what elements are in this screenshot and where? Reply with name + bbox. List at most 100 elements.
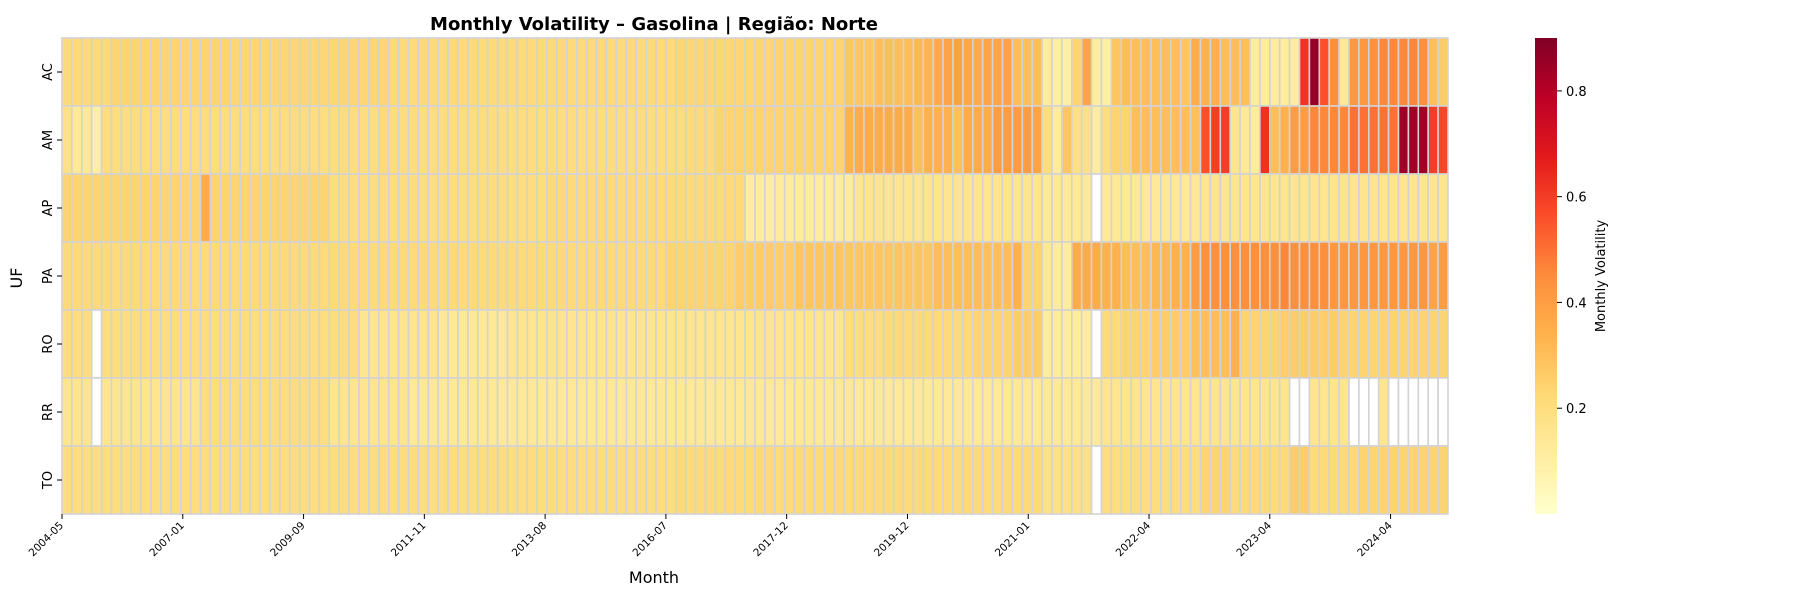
heatmap-cell (1071, 445, 1083, 515)
heatmap-cell (863, 241, 875, 311)
heatmap-cell (100, 445, 113, 515)
heatmap-cell (655, 105, 667, 175)
heatmap-cell (90, 173, 103, 243)
heatmap-cell (595, 445, 608, 515)
heatmap-cell (575, 105, 588, 175)
heatmap-cell (1090, 105, 1103, 175)
heatmap-cell (952, 173, 964, 243)
heatmap-cell (150, 377, 162, 447)
heatmap-cell (783, 377, 796, 447)
heatmap-cell (546, 241, 558, 311)
heatmap-cell (1051, 241, 1063, 311)
heatmap-cell (585, 105, 598, 175)
heatmap-cell (180, 445, 192, 515)
heatmap-cell (1031, 105, 1043, 175)
heatmap-cell (486, 241, 499, 311)
x-tick-label: 2022-04 (1114, 519, 1154, 559)
heatmap-cell (575, 173, 588, 243)
y-tick-label: TO (41, 471, 56, 490)
heatmap-cell (516, 377, 529, 447)
heatmap-cell (912, 377, 925, 447)
heatmap-cell (635, 445, 647, 515)
heatmap-cell (189, 241, 202, 311)
heatmap-cell (962, 173, 974, 243)
heatmap-cell (605, 309, 618, 379)
heatmap-cell (655, 377, 667, 447)
heatmap-cell (991, 309, 1004, 379)
heatmap-cell (1298, 37, 1311, 107)
heatmap-cell (338, 377, 350, 447)
heatmap-cell (1209, 445, 1222, 515)
heatmap-cell (150, 241, 162, 311)
heatmap-cell (1160, 377, 1172, 447)
heatmap-cell (1229, 241, 1241, 311)
heatmap-cell (1209, 309, 1222, 379)
heatmap-cell (922, 377, 934, 447)
heatmap-cell (437, 37, 449, 107)
heatmap-cell (714, 241, 727, 311)
heatmap-cell (744, 105, 756, 175)
heatmap-cell (892, 309, 905, 379)
heatmap-cell (1229, 377, 1241, 447)
heatmap-cell (1120, 377, 1133, 447)
heatmap-cell (724, 445, 736, 515)
heatmap-cell (1090, 173, 1103, 243)
heatmap-cell (546, 37, 558, 107)
heatmap-cell (189, 309, 202, 379)
heatmap-cell (1259, 241, 1271, 311)
heatmap-cell (981, 309, 994, 379)
heatmap-cell (229, 173, 242, 243)
heatmap-cell (645, 37, 657, 107)
heatmap-cell (1080, 173, 1093, 243)
heatmap-cell (199, 445, 212, 515)
heatmap-cell (1259, 445, 1271, 515)
heatmap-cell (1308, 445, 1321, 515)
heatmap-cell (1437, 241, 1449, 311)
heatmap-cell (734, 377, 746, 447)
heatmap-cell (199, 173, 212, 243)
heatmap-cell (1368, 309, 1380, 379)
heatmap-cell (1298, 309, 1311, 379)
heatmap-cell (892, 241, 905, 311)
heatmap-cell (962, 377, 974, 447)
heatmap-cell (506, 445, 519, 515)
heatmap-cell (1269, 105, 1281, 175)
heatmap-cell (764, 37, 776, 107)
heatmap-cell (100, 37, 113, 107)
heatmap-cell (298, 309, 311, 379)
heatmap-cell (704, 309, 717, 379)
heatmap-cell (1229, 445, 1241, 515)
heatmap-cell (922, 241, 934, 311)
heatmap-cell (298, 241, 311, 311)
heatmap-cell (546, 377, 558, 447)
heatmap-cell (486, 105, 499, 175)
heatmap-cell (1288, 37, 1301, 107)
heatmap-cell (853, 377, 865, 447)
heatmap-cell (1041, 241, 1053, 311)
heatmap-cell (1377, 173, 1390, 243)
heatmap-cell (249, 105, 261, 175)
heatmap-cell (288, 105, 301, 175)
heatmap-cell (1427, 105, 1439, 175)
heatmap-cell (882, 105, 895, 175)
heatmap-cell (754, 309, 766, 379)
heatmap-cell (1348, 173, 1360, 243)
heatmap-cell (566, 105, 578, 175)
heatmap-cell (536, 173, 548, 243)
heatmap-cell (516, 241, 529, 311)
heatmap-cell (1189, 445, 1202, 515)
heatmap-cell (219, 105, 232, 175)
heatmap-cell (981, 105, 994, 175)
heatmap-cell (348, 445, 360, 515)
heatmap-cell (140, 105, 152, 175)
heatmap-cell (971, 105, 984, 175)
heatmap-cell (1308, 173, 1321, 243)
heatmap-cell (1298, 173, 1311, 243)
heatmap-cell (1298, 105, 1311, 175)
heatmap-cell (585, 241, 598, 311)
heatmap-cell (417, 241, 430, 311)
heatmap-cell (694, 173, 707, 243)
heatmap-cell (130, 37, 143, 107)
heatmap-cell (803, 241, 816, 311)
heatmap-cell (1249, 241, 1261, 311)
